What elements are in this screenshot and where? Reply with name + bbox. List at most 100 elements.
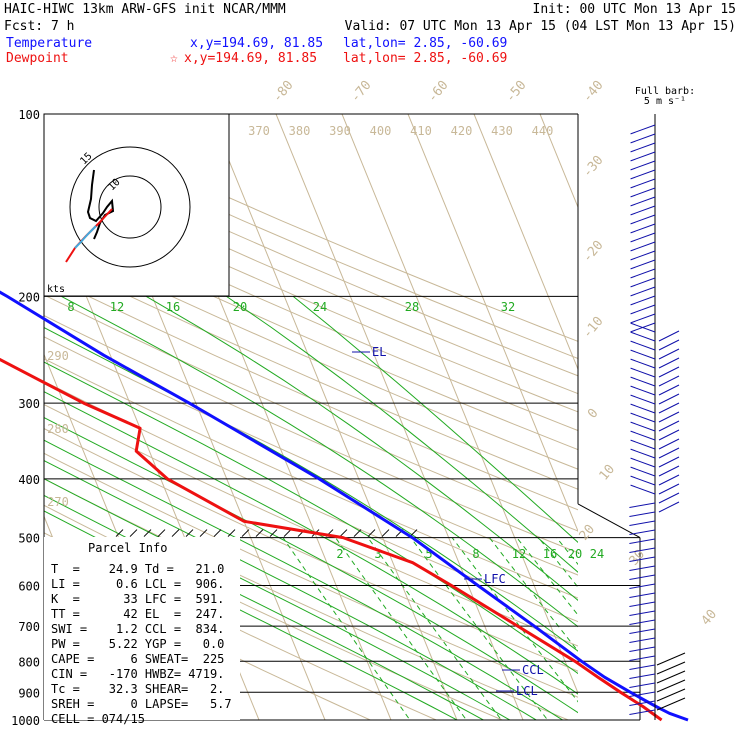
- wind-barb: [629, 655, 656, 662]
- mixing-ratio-label-lower: 12: [512, 547, 526, 561]
- dry-adiabat: [44, 274, 578, 511]
- wind-barb: [630, 214, 656, 225]
- parcel-info-row: CELL = 074/15: [51, 712, 145, 726]
- parcel-info-title: Parcel Info: [88, 541, 167, 555]
- hodograph-frame: [43, 113, 230, 297]
- wind-barb: [630, 268, 656, 279]
- pressure-tick-label: 1000: [11, 714, 40, 728]
- mixing-ratio-label-lower: 3: [374, 547, 381, 561]
- wind-barb-flag: [658, 375, 680, 387]
- wind-barbs: [629, 124, 686, 716]
- dew-xy-readout: x,y=194.69, 81.85: [184, 51, 317, 66]
- wind-barb: [630, 250, 656, 261]
- hodograph-ring-15: [69, 146, 191, 268]
- parcel-info-row: LI = 0.6 LCL = 906.: [51, 577, 224, 591]
- wind-barb-flag: [658, 411, 680, 423]
- pressure-tick-label: 400: [18, 473, 40, 487]
- mixing-ratio-label-upper: 32: [501, 300, 515, 314]
- mixing-ratio-label-lower: 24: [590, 547, 604, 561]
- theta-label: 390: [329, 124, 351, 138]
- pressure-tick-label: 200: [18, 290, 40, 304]
- dry-adiabat: [44, 358, 578, 599]
- dry-adiabat: [44, 235, 578, 470]
- wind-barb: [630, 259, 656, 270]
- wind-barb-flag: [658, 330, 680, 342]
- chart-header-title: HAIC-HIWC 13km ARW-GFS init NCAR/MMM: [4, 2, 286, 17]
- wind-barb: [630, 331, 656, 342]
- wind-barb: [629, 520, 656, 527]
- wind-barb: [630, 169, 656, 180]
- wind-barb: [629, 691, 656, 698]
- parcel-info-row: TT = 42 EL = 247.: [51, 607, 224, 621]
- wind-barb: [630, 457, 656, 468]
- wind-barb: [630, 448, 656, 459]
- parcel-info-row: PW = 5.22 YGP = 0.0: [51, 637, 224, 651]
- hatch-mark: [213, 529, 222, 537]
- wind-barb: [630, 466, 656, 477]
- mixing-ratio-label-lower: 20: [568, 547, 582, 561]
- wind-barb-flag: [658, 447, 680, 459]
- parcel-info-row: CAPE = 6 SWEAT= 225: [51, 652, 224, 666]
- hatch-mark: [143, 529, 152, 537]
- theta-dry-label: 290: [47, 349, 69, 363]
- isotherm-label: 0: [585, 406, 602, 422]
- isotherm-label: -60: [425, 78, 452, 106]
- isotherm-line: [275, 114, 524, 720]
- wind-barb-flag: [656, 661, 686, 675]
- mixing-ratio-line: [451, 537, 578, 703]
- wind-barb: [630, 367, 656, 378]
- wind-barb: [629, 664, 656, 671]
- mixing-ratio-line: [410, 537, 549, 720]
- lcl-label: LCL: [516, 684, 538, 698]
- wind-barb: [630, 160, 656, 171]
- wind-barb: [629, 502, 656, 509]
- pressure-tick-label: 700: [18, 620, 40, 634]
- moist-adiabat: [44, 416, 578, 714]
- mixing-ratio-line: [367, 537, 502, 720]
- mixing-ratio-line: [335, 537, 468, 720]
- mixing-ratio-label-lower: 5: [425, 547, 432, 561]
- wind-barb-flag: [658, 339, 680, 351]
- theta-dry-label: 280: [47, 422, 69, 436]
- wind-barb-flag: [656, 670, 686, 684]
- wind-barb: [630, 304, 656, 315]
- wind-barb: [629, 592, 656, 599]
- wind-barb-flag: [658, 393, 680, 405]
- wind-barb-flag: [658, 366, 680, 378]
- hodograph-storm-cyan: [74, 225, 97, 249]
- dry-adiabat: [44, 145, 578, 377]
- wind-barb: [630, 277, 656, 288]
- pressure-tick-label: 900: [18, 686, 40, 700]
- lfc-label: LFC: [484, 572, 506, 586]
- wind-barb: [630, 124, 656, 135]
- wind-barb: [630, 322, 656, 333]
- theta-labels: 370 380 390 400 410 420 430 440 290 280 270: [47, 124, 553, 509]
- wind-barb: [630, 286, 656, 297]
- hatch-mark: [115, 529, 124, 537]
- level-annotations: EL LFC CCL LCL: [352, 345, 544, 698]
- wind-barb: [630, 196, 656, 207]
- parcel-info-row: CIN = -170 HWBZ= 4719.: [51, 667, 224, 681]
- wind-barb: [630, 205, 656, 216]
- wind-barb-flag: [658, 483, 680, 495]
- wind-barb: [630, 421, 656, 432]
- hodograph: 15 10 kts: [43, 113, 230, 297]
- hatch-mark: [367, 529, 376, 537]
- wind-barb: [630, 178, 656, 189]
- wind-barb-flag: [658, 384, 680, 396]
- pressure-tick-labels: 100 200 300 400 500 600 700 800 900 1000: [11, 108, 40, 728]
- hodograph-unit: kts: [47, 284, 65, 295]
- hatch-marks: [115, 529, 418, 537]
- dry-adiabat: [44, 198, 578, 432]
- hatch-mark: [353, 529, 362, 537]
- dry-adiabat: [44, 428, 578, 672]
- theta-label: 400: [370, 124, 392, 138]
- isotherm-label: 40: [699, 607, 721, 629]
- dry-adiabat: [44, 336, 578, 576]
- isotherm-line: [209, 114, 458, 720]
- theta-label: 380: [289, 124, 311, 138]
- mixing-ratio-label-upper: 8: [67, 300, 74, 314]
- wind-barb: [630, 232, 656, 243]
- wind-barb-flag: [658, 429, 680, 441]
- wind-barb-flag: [658, 465, 680, 477]
